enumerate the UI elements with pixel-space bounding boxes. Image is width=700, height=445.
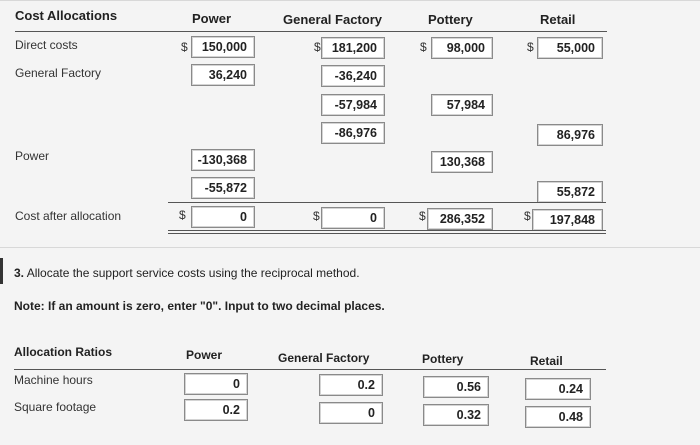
- currency-sign: $: [313, 209, 320, 223]
- question-note: Note: If an amount is zero, enter "0". I…: [14, 299, 385, 313]
- sf-retail-input[interactable]: 0.48: [525, 406, 591, 428]
- table1-title: Cost Allocations: [15, 8, 118, 23]
- gf-gf-third-input[interactable]: -86,976: [321, 122, 385, 144]
- currency-sign: $: [181, 40, 188, 54]
- sf-pottery-input[interactable]: 0.32: [423, 404, 489, 426]
- currency-sign: $: [524, 209, 531, 223]
- gf-gf-second-input[interactable]: -57,984: [321, 94, 385, 116]
- direct-costs-gf-input[interactable]: 181,200: [321, 37, 385, 59]
- top-divider: [0, 0, 700, 1]
- power-first-input[interactable]: -130,368: [191, 149, 255, 171]
- after-gf-input[interactable]: 0: [321, 207, 385, 229]
- power-second-input[interactable]: -55,872: [191, 177, 255, 199]
- question-body: Allocate the support service costs using…: [26, 266, 360, 280]
- currency-sign: $: [527, 40, 534, 54]
- after-pottery-input[interactable]: 286,352: [427, 208, 493, 230]
- mh-gf-input[interactable]: 0.2: [319, 374, 383, 396]
- question-number: 3.: [14, 266, 25, 280]
- table2-header-rule: [14, 369, 606, 370]
- mh-pottery-input[interactable]: 0.56: [423, 376, 489, 398]
- table1-header-pottery: Pottery: [428, 12, 473, 27]
- mh-power-input[interactable]: 0: [184, 373, 248, 395]
- table2-header-general-factory: General Factory: [278, 351, 370, 365]
- row-label-power: Power: [15, 149, 50, 163]
- currency-sign: $: [419, 209, 426, 223]
- table1-header-retail: Retail: [540, 12, 576, 27]
- row-label-direct-costs: Direct costs: [15, 38, 78, 52]
- question-marker: [0, 258, 3, 284]
- question-text: 3. Allocate the support service costs us…: [14, 266, 360, 280]
- direct-costs-retail-input[interactable]: 55,000: [537, 37, 603, 59]
- row-label-cost-after-allocation: Cost after allocation: [15, 209, 122, 223]
- power-retail-input[interactable]: 55,872: [537, 181, 603, 203]
- total-rule: [168, 202, 606, 203]
- table2-header-retail: Retail: [530, 354, 563, 368]
- power-pottery-input[interactable]: 130,368: [431, 151, 493, 173]
- double-rule-bottom: [168, 233, 606, 234]
- after-retail-input[interactable]: 197,848: [532, 209, 603, 231]
- direct-costs-power-input[interactable]: 150,000: [191, 36, 255, 58]
- table1-header-general-factory: General Factory: [283, 12, 382, 27]
- gf-retail-input[interactable]: 86,976: [537, 124, 603, 146]
- gf-pottery-input[interactable]: 57,984: [431, 94, 493, 116]
- currency-sign: $: [314, 40, 321, 54]
- table1-header-power: Power: [192, 11, 232, 26]
- gf-power-input[interactable]: 36,240: [191, 64, 255, 86]
- sf-power-input[interactable]: 0.2: [184, 399, 248, 421]
- gf-gf-input[interactable]: -36,240: [321, 65, 385, 87]
- double-rule-top: [168, 230, 606, 231]
- sf-gf-input[interactable]: 0: [319, 402, 383, 424]
- currency-sign: $: [179, 208, 186, 222]
- table2-header-power: Power: [186, 348, 223, 362]
- mh-retail-input[interactable]: 0.24: [525, 378, 591, 400]
- table1-header-rule: [15, 31, 607, 32]
- table2-header-pottery: Pottery: [422, 352, 464, 366]
- table2-title: Allocation Ratios: [14, 345, 113, 359]
- after-power-input[interactable]: 0: [191, 206, 255, 228]
- row-label-general-factory: General Factory: [15, 66, 102, 80]
- direct-costs-pottery-input[interactable]: 98,000: [431, 37, 493, 59]
- row-label-machine-hours: Machine hours: [14, 373, 93, 387]
- currency-sign: $: [420, 40, 427, 54]
- section-divider: [0, 247, 700, 248]
- row-label-square-footage: Square footage: [14, 400, 97, 414]
